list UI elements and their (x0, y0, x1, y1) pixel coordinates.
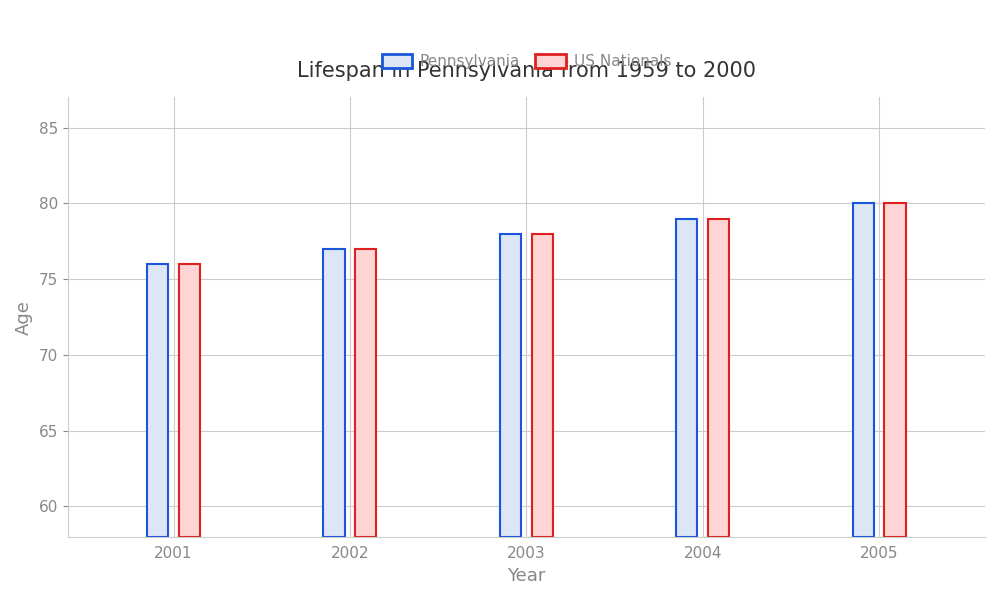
Bar (355, 249, 376, 537)
Bar (853, 203, 874, 537)
Bar (147, 264, 168, 537)
Y-axis label: Age: Age (15, 299, 33, 335)
Bar (532, 234, 553, 537)
Title: Lifespan in Pennsylvania from 1959 to 2000: Lifespan in Pennsylvania from 1959 to 20… (297, 61, 756, 80)
Bar (708, 218, 729, 537)
Bar (500, 234, 521, 537)
Bar (884, 203, 906, 537)
Bar (676, 218, 697, 537)
Legend: Pennsylvania, US Nationals: Pennsylvania, US Nationals (375, 48, 677, 75)
Bar (179, 264, 200, 537)
Bar (323, 249, 345, 537)
X-axis label: Year: Year (507, 567, 546, 585)
